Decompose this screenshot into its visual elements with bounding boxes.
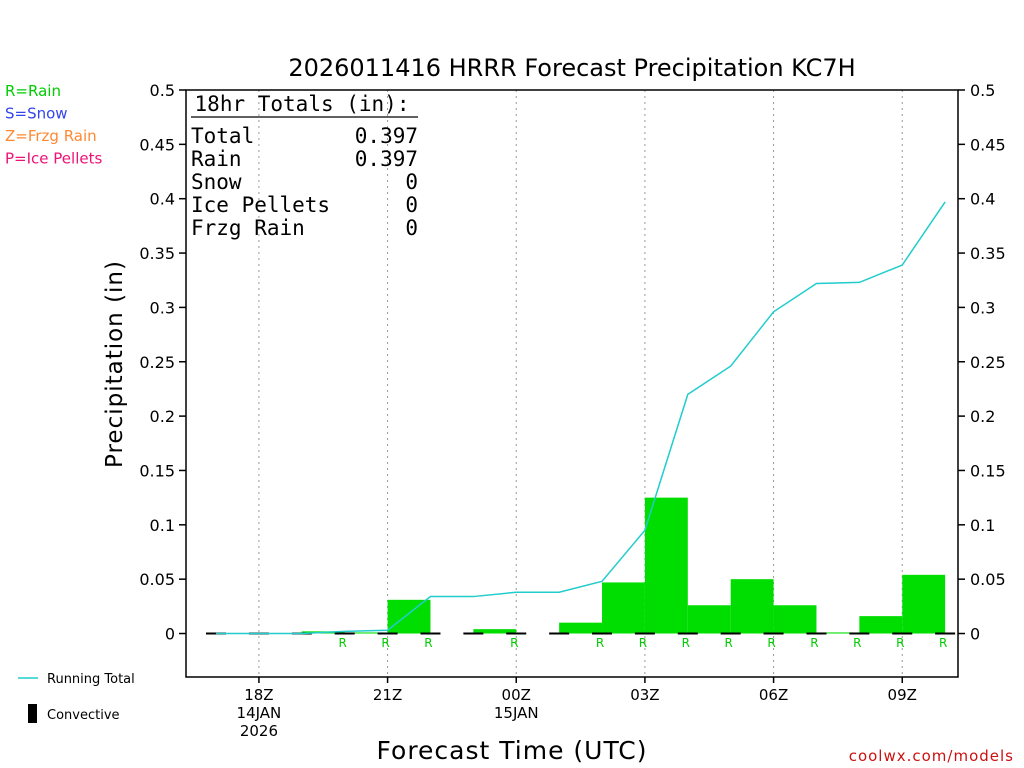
rain-marker: R [510, 636, 518, 650]
y-tick-label-left: 0.35 [139, 244, 175, 263]
precip-bar [644, 497, 688, 634]
rain-marker: R [639, 636, 647, 650]
x-tick-label: 2026 [240, 722, 278, 740]
y-tick-label-right: 0.3 [970, 298, 995, 317]
x-tick-label: 21Z [373, 686, 402, 704]
credit-text: coolwx.com/models [849, 747, 1014, 765]
totals-header: 18hr Totals (in): [195, 92, 410, 116]
y-tick-label-left: 0.3 [150, 298, 175, 317]
convective-legend-swatch [28, 704, 37, 723]
running-total-group [216, 201, 946, 635]
running-total-line [216, 201, 946, 635]
precip-bar [816, 632, 860, 634]
totals-row-value: 0 [405, 193, 418, 217]
totals-row-label: Ice Pellets [191, 193, 330, 217]
precip-key-item: R=Rain [5, 82, 61, 100]
y-tick-label-right: 0.4 [970, 190, 995, 209]
plot-frame [185, 89, 959, 678]
precip-bar [687, 605, 731, 634]
precip-bar [773, 605, 817, 634]
rain-marker: R [767, 636, 775, 650]
precip-bar [602, 582, 645, 634]
rain-marker: R [939, 636, 947, 650]
y-tick-label-right: 0.2 [970, 407, 995, 426]
precip-bar [344, 632, 388, 634]
y-tick-label-left: 0.1 [150, 516, 175, 535]
x-tick-label: 15JAN [494, 704, 539, 722]
precip-bar [859, 616, 903, 634]
bars-group [206, 497, 956, 635]
totals-box: 18hr Totals (in): Total 0.397 Rain 0.397 Snow… [191, 92, 418, 240]
precip-bar [473, 629, 517, 634]
precip-key-item: S=Snow [5, 105, 68, 123]
precip-bar [902, 574, 946, 634]
rain-marker: R [424, 636, 432, 650]
totals-row-value: 0 [405, 216, 418, 240]
y-tick-label-right: 0 [970, 625, 980, 644]
totals-row-value: 0.397 [355, 147, 418, 171]
running-total-legend-label: Running Total [47, 672, 135, 687]
rain-marker: R [725, 636, 733, 650]
totals-row-label: Rain [191, 147, 242, 171]
y-tick-label-left: 0.25 [139, 353, 175, 372]
precip-bar [730, 579, 774, 634]
precip-key-item: Z=Frzg Rain [5, 127, 97, 145]
rain-marker: R [810, 636, 818, 650]
y-tick-label-right: 0.1 [970, 516, 995, 535]
y-tick-label-left: 0.2 [150, 407, 175, 426]
rain-marker: R [381, 636, 389, 650]
legend: Running Total Convective [18, 672, 135, 723]
x-tick-label: 03Z [630, 686, 659, 704]
x-tick-label: 00Z [502, 686, 531, 704]
y-tick-label-left: 0.15 [139, 461, 175, 480]
rain-marker: R [896, 636, 904, 650]
rain-marker: R [853, 636, 861, 650]
totals-row-value: 0 [405, 170, 418, 194]
totals-row-label: Snow [191, 170, 242, 194]
y-tick-label-right: 0.45 [970, 135, 1006, 154]
y-axis-left: 0 0.05 0.1 0.15 0.2 0.25 0.3 0.35 0.4 0.45 0.5 [139, 81, 186, 644]
grid-lines [258, 90, 903, 677]
totals-row-label: Frzg Rain [191, 216, 305, 240]
rain-marker: R [682, 636, 690, 650]
x-tick-label: 06Z [759, 686, 788, 704]
precip-key-item: P=Ice Pellets [5, 150, 102, 168]
y-tick-label-left: 0 [165, 625, 175, 644]
y-tick-label-right: 0.35 [970, 244, 1006, 263]
y-axis-right: 0 0.05 0.1 0.15 0.2 0.25 0.3 0.35 0.4 0.45 0.5 [958, 81, 1006, 644]
y-tick-label-left: 0.05 [139, 570, 175, 589]
y-tick-label-left: 0.5 [150, 81, 175, 100]
x-tick-label: 14JAN [237, 704, 282, 722]
y-tick-label-right: 0.05 [970, 570, 1006, 589]
x-tick-label: 18Z [244, 686, 273, 704]
x-axis-label: Forecast Time (UTC) [377, 736, 648, 765]
convective-legend-label: Convective [47, 708, 120, 723]
y-tick-label-right: 0.15 [970, 461, 1006, 480]
precip-bar [387, 599, 431, 634]
x-tick-label: 09Z [888, 686, 917, 704]
rain-marker: R [339, 636, 347, 650]
y-tick-label-right: 0.25 [970, 353, 1006, 372]
totals-row-value: 0.397 [355, 124, 418, 148]
precip-type-key: R=Rain S=Snow Z=Frzg Rain P=Ice Pellets [5, 82, 102, 168]
chart-title: 2026011416 HRRR Forecast Precipitation K… [288, 54, 855, 82]
y-tick-label-left: 0.4 [150, 190, 175, 209]
y-axis-label: Precipitation (in) [102, 260, 128, 468]
totals-row-label: Total [191, 124, 254, 148]
precip-bar [559, 622, 603, 634]
rain-marker: R [596, 636, 604, 650]
y-tick-label-left: 0.45 [139, 135, 175, 154]
y-tick-label-right: 0.5 [970, 81, 995, 100]
